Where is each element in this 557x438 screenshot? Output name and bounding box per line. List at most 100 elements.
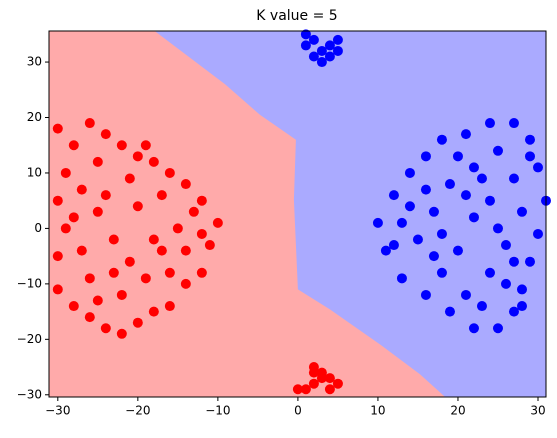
point: [508, 256, 519, 267]
point: [156, 245, 167, 256]
point: [124, 173, 135, 184]
point: [52, 284, 63, 295]
point: [148, 156, 159, 167]
x-tick-label: 0: [294, 404, 302, 418]
point: [292, 384, 303, 395]
point: [388, 190, 399, 201]
point: [516, 206, 527, 217]
point: [140, 140, 151, 151]
point: [324, 51, 335, 62]
point: [332, 378, 343, 389]
point: [436, 228, 447, 239]
point: [324, 384, 335, 395]
point: [444, 306, 455, 317]
point: [532, 228, 543, 239]
point: [164, 167, 175, 178]
point: [148, 234, 159, 245]
point: [52, 251, 63, 262]
point: [68, 212, 79, 223]
point: [316, 367, 327, 378]
point: [404, 167, 415, 178]
point: [188, 206, 199, 217]
point: [308, 367, 319, 378]
point: [92, 206, 103, 217]
point: [300, 384, 311, 395]
point: [196, 195, 207, 206]
point: [180, 179, 191, 190]
y-tick-label: 0: [34, 221, 42, 235]
point: [516, 284, 527, 295]
point: [524, 256, 535, 267]
point: [492, 145, 503, 156]
point: [484, 118, 495, 129]
point: [316, 57, 327, 68]
y-tick-label: −20: [17, 332, 42, 346]
point: [100, 323, 111, 334]
point: [460, 129, 471, 140]
point: [132, 201, 143, 212]
point: [420, 289, 431, 300]
point: [124, 256, 135, 267]
point: [196, 228, 207, 239]
point: [532, 162, 543, 173]
point: [76, 245, 87, 256]
point: [92, 156, 103, 167]
x-tick-label: −10: [205, 404, 230, 418]
point: [508, 173, 519, 184]
point: [148, 306, 159, 317]
point: [524, 151, 535, 162]
y-tick-label: −30: [17, 387, 42, 401]
point: [164, 267, 175, 278]
point: [452, 245, 463, 256]
point: [492, 323, 503, 334]
point: [332, 45, 343, 56]
point: [452, 151, 463, 162]
point: [484, 267, 495, 278]
point: [180, 245, 191, 256]
x-tick-label: 20: [450, 404, 465, 418]
point: [132, 317, 143, 328]
point: [428, 251, 439, 262]
point: [444, 179, 455, 190]
point: [204, 240, 215, 251]
point: [196, 267, 207, 278]
point: [92, 295, 103, 306]
point: [308, 378, 319, 389]
point: [108, 234, 119, 245]
point: [116, 140, 127, 151]
point: [396, 273, 407, 284]
region: [49, 31, 446, 397]
point: [468, 212, 479, 223]
point: [308, 34, 319, 45]
point: [372, 217, 383, 228]
point: [508, 118, 519, 129]
point: [308, 51, 319, 62]
point: [380, 245, 391, 256]
point: [324, 373, 335, 384]
point: [156, 190, 167, 201]
y-tick-label: 10: [27, 165, 42, 179]
chart-title: K value = 5: [256, 8, 337, 24]
point: [428, 206, 439, 217]
point: [60, 167, 71, 178]
point: [396, 217, 407, 228]
point: [68, 140, 79, 151]
point: [140, 273, 151, 284]
point: [212, 217, 223, 228]
point: [316, 45, 327, 56]
point: [76, 184, 87, 195]
point: [100, 190, 111, 201]
point: [500, 240, 511, 251]
point: [404, 201, 415, 212]
point: [516, 301, 527, 312]
point: [108, 267, 119, 278]
point: [436, 267, 447, 278]
point: [172, 223, 183, 234]
point: [420, 151, 431, 162]
point: [100, 129, 111, 140]
y-tick-label: 30: [27, 55, 42, 69]
x-tick-label: 10: [370, 404, 385, 418]
point: [468, 162, 479, 173]
point: [84, 118, 95, 129]
point: [468, 323, 479, 334]
